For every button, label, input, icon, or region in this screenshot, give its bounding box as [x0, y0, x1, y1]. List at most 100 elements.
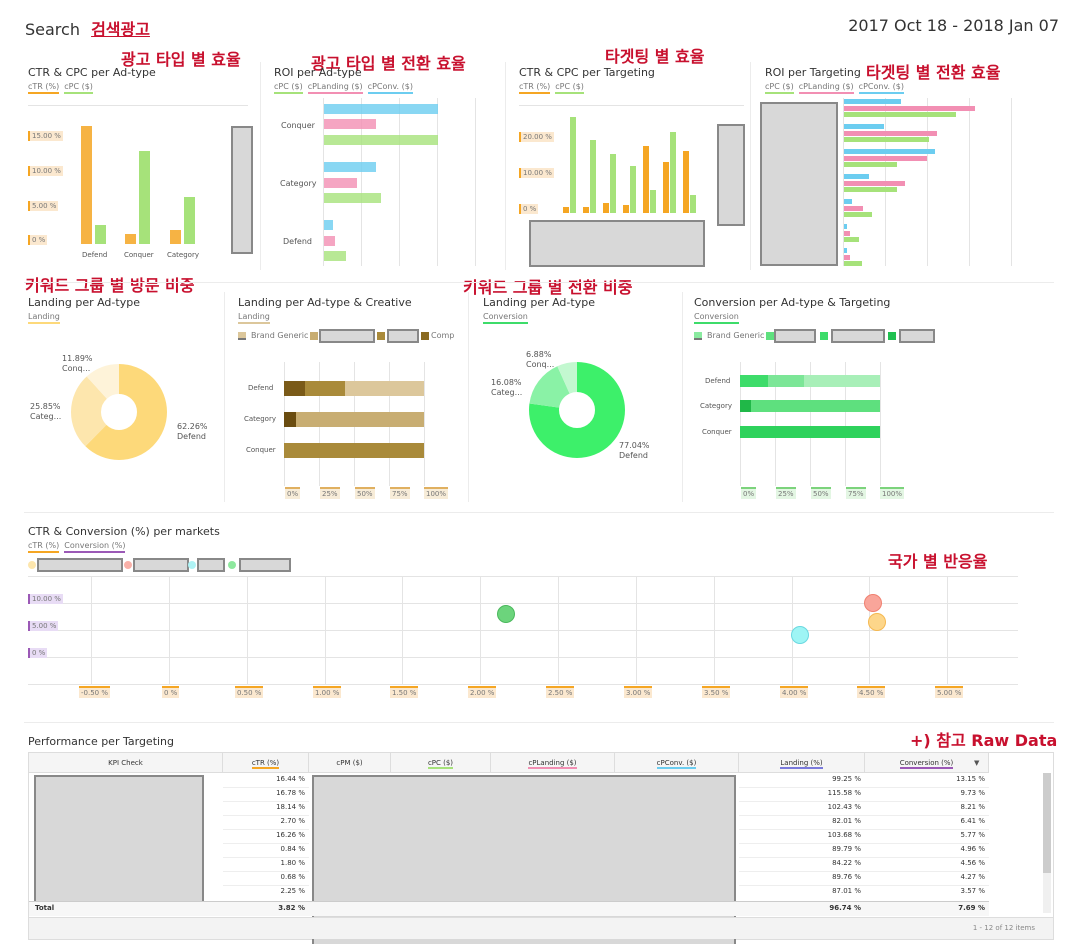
- bar-cpc[interactable]: [844, 224, 847, 229]
- bar-conquer-1[interactable]: [740, 426, 880, 438]
- bar-ctr[interactable]: [603, 203, 609, 213]
- col-header-conversion[interactable]: Conversion (%): [865, 753, 989, 773]
- cell-conv: 8.21 %: [960, 803, 985, 811]
- bar-cplanding[interactable]: [844, 181, 905, 186]
- bar-cpc[interactable]: [844, 149, 935, 154]
- bar-cpc[interactable]: [650, 190, 656, 213]
- bar-defend-1[interactable]: [740, 375, 768, 387]
- bar-cpc-defend[interactable]: [95, 225, 106, 244]
- bar-ctr[interactable]: [683, 151, 689, 213]
- col-header-cplanding[interactable]: cPLanding ($): [491, 753, 615, 773]
- chart-legend[interactable]: Landing: [238, 312, 275, 324]
- bar-defend-3[interactable]: [804, 375, 880, 387]
- bar-cpc-conquer[interactable]: [139, 151, 150, 244]
- bar-cpconv[interactable]: [844, 237, 859, 242]
- redacted-box: [37, 558, 123, 572]
- y-tick: 10.00 %: [28, 594, 63, 604]
- bar-cpc-conquer[interactable]: [324, 104, 438, 114]
- bar-ctr-conquer[interactable]: [125, 234, 136, 244]
- bar-cpc[interactable]: [844, 248, 847, 253]
- bar-cpc[interactable]: [610, 154, 616, 213]
- col-header-cpm[interactable]: cPM ($): [309, 753, 391, 773]
- bubble-market[interactable]: [868, 613, 886, 631]
- bar-cpconv[interactable]: [844, 112, 956, 117]
- bar-cpconv[interactable]: [844, 187, 897, 192]
- bar-cplanding[interactable]: [844, 131, 937, 136]
- bar-cpc-category[interactable]: [184, 197, 195, 244]
- chart-legend[interactable]: cPC ($) cPLanding ($) cPConv. ($): [765, 82, 909, 94]
- bar-ctr[interactable]: [623, 205, 629, 213]
- legend-item-comp[interactable]: Comp: [431, 331, 455, 340]
- donut-chart[interactable]: [529, 362, 625, 458]
- bar-category-1[interactable]: [284, 412, 296, 427]
- bar-ctr-category[interactable]: [170, 230, 181, 244]
- bar-cpconv-category[interactable]: [324, 193, 381, 203]
- bar-cpc-defend[interactable]: [324, 220, 333, 230]
- bar-ctr[interactable]: [563, 207, 569, 213]
- bar-category-2[interactable]: [751, 400, 880, 412]
- bar-cpc[interactable]: [570, 117, 576, 213]
- bubble-market[interactable]: [864, 594, 882, 612]
- bar-defend-2[interactable]: [305, 381, 345, 396]
- chart-legend[interactable]: cTR (%) cPC ($): [28, 82, 98, 94]
- bar-cplanding[interactable]: [844, 206, 863, 211]
- bar-defend-3[interactable]: [345, 381, 424, 396]
- bar-cpc[interactable]: [690, 195, 696, 213]
- col-header-cpconv[interactable]: cPConv. ($): [615, 753, 739, 773]
- chart-legend[interactable]: Conversion: [694, 312, 744, 324]
- bar-defend-2[interactable]: [768, 375, 804, 387]
- bubble-market[interactable]: [791, 626, 809, 644]
- bar-cplanding-conquer[interactable]: [324, 119, 376, 129]
- bar-cplanding-defend[interactable]: [324, 236, 335, 246]
- bar-cplanding[interactable]: [844, 156, 927, 161]
- bar-cplanding[interactable]: [844, 255, 850, 260]
- chart-legend[interactable]: cTR (%) Conversion (%): [28, 541, 130, 553]
- bar-cpconv[interactable]: [844, 162, 897, 167]
- bar-category-1[interactable]: [740, 400, 751, 412]
- bar-cpc[interactable]: [630, 166, 636, 213]
- donut-label-conquer: 11.89% Conq...: [62, 354, 93, 373]
- bubble-market[interactable]: [497, 605, 515, 623]
- bar-cpc[interactable]: [844, 174, 869, 179]
- bar-cpconv-defend[interactable]: [324, 251, 346, 261]
- bar-ctr[interactable]: [663, 162, 669, 213]
- chart-legend[interactable]: cPC ($) cPLanding ($) cPConv. ($): [274, 82, 418, 94]
- cell-ctr: 2.25 %: [280, 887, 305, 895]
- col-header-landing[interactable]: Landing (%): [739, 753, 865, 773]
- bar-cpconv[interactable]: [844, 212, 872, 217]
- donut-chart[interactable]: [71, 364, 167, 460]
- bar-cpc[interactable]: [670, 132, 676, 213]
- date-range[interactable]: 2017 Oct 18 - 2018 Jan 07: [848, 16, 1059, 35]
- bar-cpc[interactable]: [844, 199, 852, 204]
- y-label: Category: [244, 415, 276, 423]
- bar-ctr[interactable]: [583, 207, 589, 213]
- col-header-kpi[interactable]: KPI Check: [29, 753, 223, 773]
- chart-legend[interactable]: Conversion: [483, 312, 533, 324]
- bar-ctr[interactable]: [643, 146, 649, 213]
- series-legend[interactable]: Brand Generic: [238, 331, 313, 341]
- bar-conquer-1[interactable]: [284, 443, 424, 458]
- bar-cpc[interactable]: [844, 124, 884, 129]
- chart-legend[interactable]: cTR (%) cPC ($): [519, 82, 589, 94]
- bar-cpconv[interactable]: [844, 137, 929, 142]
- bar-cpc-category[interactable]: [324, 162, 376, 172]
- col-header-ctr[interactable]: cTR (%): [223, 753, 309, 773]
- bar-cpconv-conquer[interactable]: [324, 135, 438, 145]
- chart-title: Landing per Ad-type: [28, 296, 140, 309]
- series-legend[interactable]: Brand Generic: [694, 331, 769, 341]
- bar-category-2[interactable]: [296, 412, 424, 427]
- bar-cplanding[interactable]: [844, 231, 850, 236]
- bar-cpc[interactable]: [844, 99, 901, 104]
- scrollbar-thumb[interactable]: [1043, 773, 1051, 873]
- x-tick: 100%: [880, 487, 905, 499]
- bar-cpconv[interactable]: [844, 261, 862, 266]
- col-header-cpc[interactable]: cPC ($): [391, 753, 491, 773]
- y-tick: 0 %: [28, 235, 48, 245]
- bar-cpc[interactable]: [590, 140, 596, 213]
- bar-cplanding-category[interactable]: [324, 178, 357, 188]
- bar-ctr-defend[interactable]: [81, 126, 92, 244]
- bar-cplanding[interactable]: [844, 106, 975, 111]
- sort-arrow-icon[interactable]: ▼: [974, 759, 980, 767]
- chart-legend[interactable]: Landing: [28, 312, 65, 324]
- bar-defend-1[interactable]: [284, 381, 305, 396]
